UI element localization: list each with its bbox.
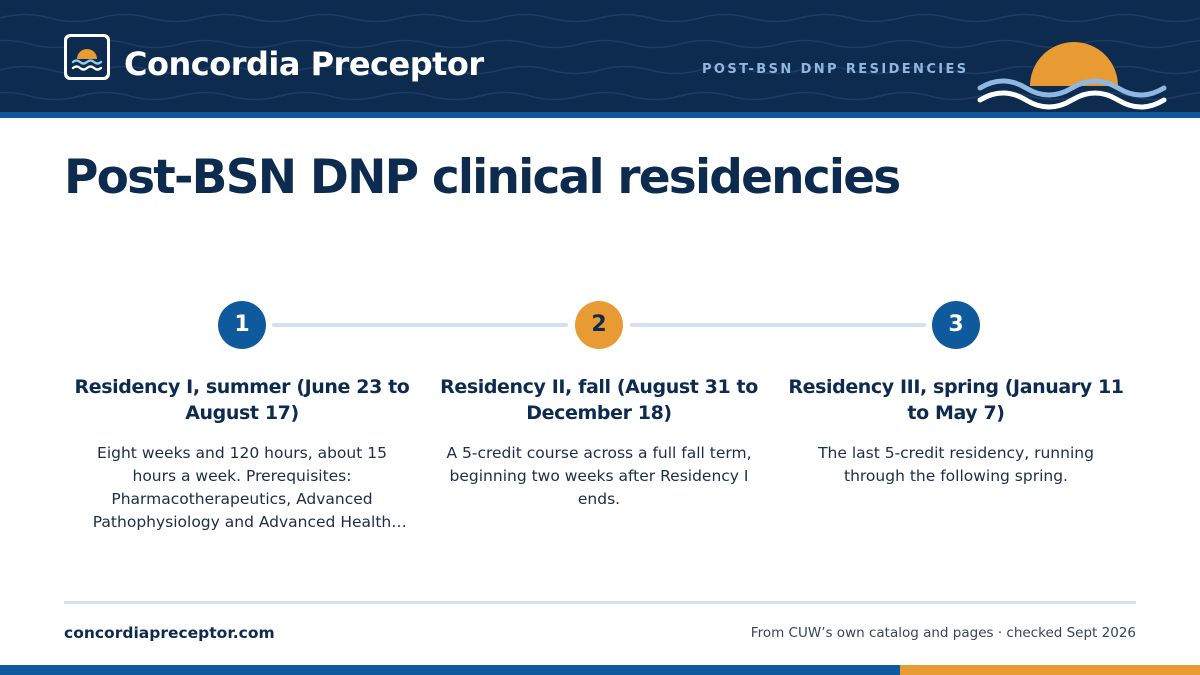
header-wave-pattern bbox=[0, 13, 1200, 101]
residency-step-2: Residency II, fall (August 31 to Decembe… bbox=[429, 374, 769, 511]
footer-divider bbox=[64, 601, 1136, 604]
bottom-accent-bar-orange bbox=[900, 665, 1200, 675]
step-badge-2: 2 bbox=[575, 301, 623, 349]
header-accent-stripe bbox=[0, 112, 1200, 118]
step-heading: Residency I, summer (June 23 to August 1… bbox=[74, 376, 410, 424]
step-description: The last 5-credit residency, running thr… bbox=[818, 444, 1094, 485]
sun-over-waves-icon bbox=[67, 37, 107, 77]
site-header: Concordia Preceptor POST-BSN DNP RESIDEN… bbox=[0, 0, 1200, 112]
sun-over-waves-illustration bbox=[977, 42, 1167, 110]
step-description: A 5-credit course across a full fall ter… bbox=[446, 444, 752, 508]
timeline-connector bbox=[630, 323, 926, 327]
page-title: Post-BSN DNP clinical residencies bbox=[64, 150, 901, 205]
step-heading: Residency III, spring (January 11 to May… bbox=[788, 376, 1124, 424]
bottom-accent-bar-blue bbox=[0, 665, 900, 675]
timeline-connector bbox=[272, 323, 568, 327]
step-heading: Residency II, fall (August 31 to Decembe… bbox=[440, 376, 758, 424]
step-description: Eight weeks and 120 hours, about 15 hour… bbox=[92, 444, 392, 531]
step-badge-3: 3 bbox=[932, 301, 980, 349]
section-eyebrow: POST-BSN DNP RESIDENCIES bbox=[702, 62, 969, 77]
footer-site-link[interactable]: concordiapreceptor.com bbox=[64, 624, 275, 642]
logo-tile[interactable] bbox=[64, 34, 110, 80]
residency-step-1: Residency I, summer (June 23 to August 1… bbox=[72, 374, 412, 534]
footer-source-note: From CUW’s own catalog and pages · check… bbox=[750, 625, 1136, 641]
brand-name[interactable]: Concordia Preceptor bbox=[124, 45, 484, 83]
step-badge-1: 1 bbox=[218, 301, 266, 349]
residency-step-3: Residency III, spring (January 11 to May… bbox=[786, 374, 1126, 488]
